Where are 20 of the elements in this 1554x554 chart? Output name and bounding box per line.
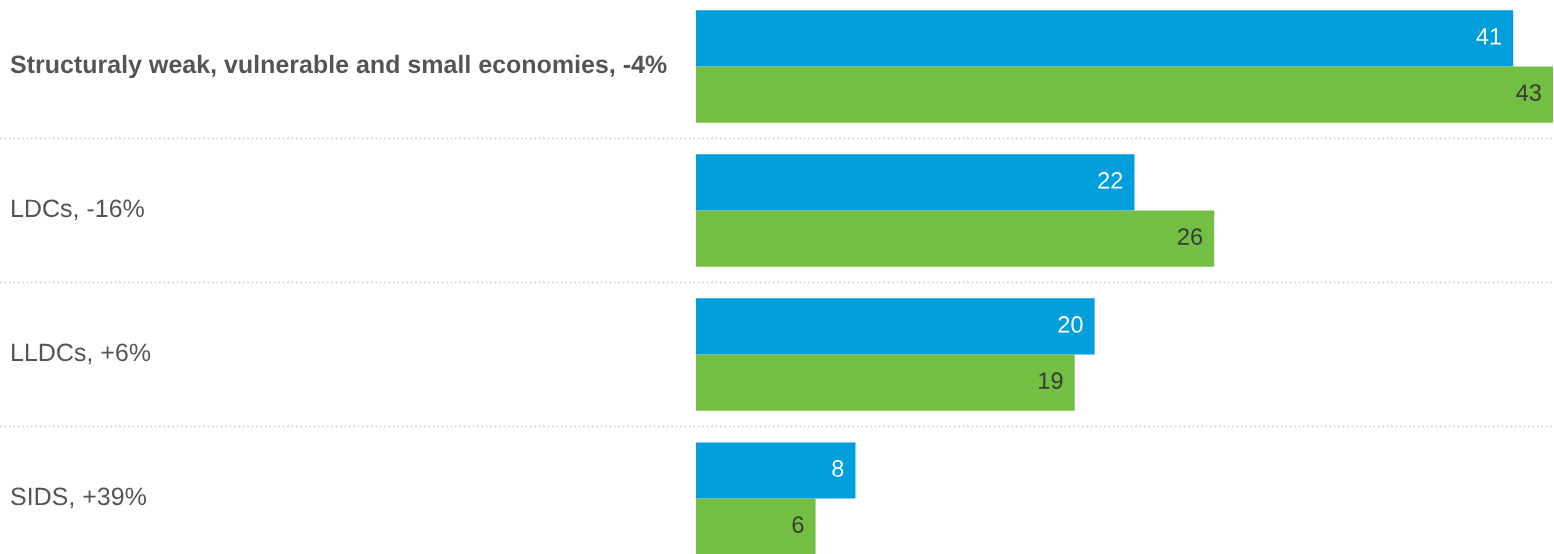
- data-label: 26: [1178, 228, 1203, 245]
- data-label: 43: [1516, 84, 1541, 101]
- bar: [696, 154, 1135, 211]
- bar: [696, 498, 816, 554]
- bar: [696, 66, 1554, 123]
- y-tick-label: LDCs, -16%: [12, 199, 144, 221]
- y-tick-label: SIDS, +39%: [11, 487, 146, 509]
- bar: [696, 354, 1075, 411]
- bar: [696, 10, 1514, 67]
- bar: [696, 210, 1215, 267]
- bar: [696, 442, 856, 499]
- bar: [696, 298, 1095, 355]
- data-label: 6: [792, 516, 804, 533]
- data-label: 41: [1476, 28, 1501, 45]
- y-tick-label: Structuraly weak, vulnerable and small economies, -4%: [10, 54, 667, 79]
- data-label: 20: [1058, 316, 1083, 333]
- data-label: 8: [832, 460, 844, 477]
- y-tick-label: LLDCs, +6%: [12, 343, 151, 365]
- data-label: 19: [1039, 372, 1063, 389]
- data-label: 22: [1098, 172, 1123, 189]
